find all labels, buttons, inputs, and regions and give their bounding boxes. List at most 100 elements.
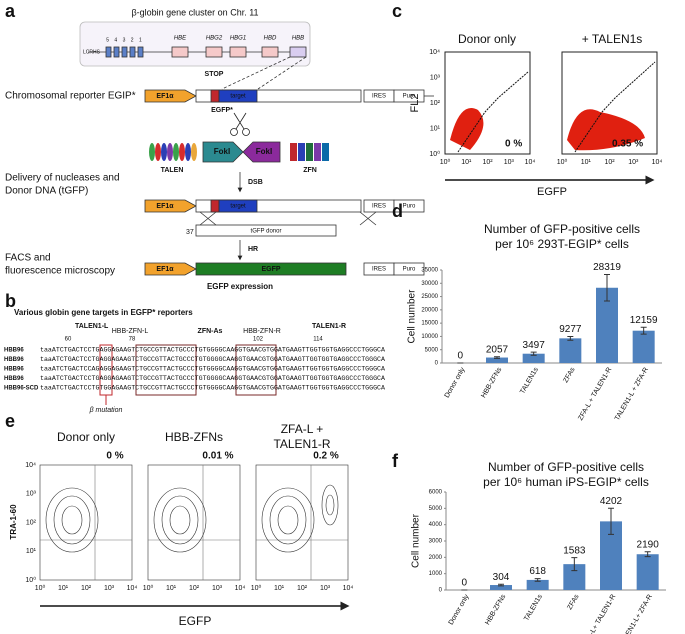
talen-repeats <box>149 143 197 161</box>
tick-label: 10² <box>297 585 308 592</box>
x-tick-label: TALEN1s <box>519 366 540 395</box>
scissors <box>230 112 250 136</box>
position-label: 37 <box>186 229 194 236</box>
flow-plot <box>39 464 133 581</box>
zfn-box <box>135 344 197 396</box>
site-label: HBB-ZFN-R <box>243 328 281 335</box>
ires-label: IRES <box>372 94 386 100</box>
percent-label: 0.35 % <box>612 139 643 150</box>
row-name: HBB96 <box>4 376 24 382</box>
tick-label: 10⁴ <box>235 585 246 592</box>
target-box <box>218 199 258 213</box>
row-name: HBB96-SCD <box>4 386 39 392</box>
gate <box>574 61 656 153</box>
tick-label: 10³ <box>212 585 223 592</box>
tick-label: 10² <box>26 519 37 526</box>
puro-label: Puro <box>403 94 416 100</box>
x-tick-label: Donor only <box>448 593 471 626</box>
position-number: 114 <box>313 337 323 343</box>
chart-title: Number of GFP-positive cells <box>484 222 640 236</box>
flow-plot <box>255 464 349 581</box>
error-bar <box>608 507 614 535</box>
egfp-star: EGFP* <box>211 107 233 114</box>
step-label: Delivery of nucleases and <box>5 173 120 184</box>
y-tick-label: 5000 <box>429 506 443 512</box>
foki <box>242 141 281 163</box>
y-tick-label: 10000 <box>421 334 438 340</box>
contours <box>45 484 339 553</box>
x-tick-label: ZFA-L + TALEN1-R <box>577 366 613 421</box>
hs-sites <box>105 46 144 58</box>
error-bar <box>534 578 541 582</box>
target-label: target <box>230 94 246 100</box>
tick-label: 10² <box>482 159 493 166</box>
bar <box>486 357 508 363</box>
bar <box>596 287 618 363</box>
bar <box>526 579 549 590</box>
error-bar <box>498 583 504 587</box>
x-tick-label: HBB-ZFNs <box>484 593 507 626</box>
gene-label: HBG1 <box>230 36 246 42</box>
foki-label: FokI <box>214 147 230 156</box>
tick-label: 10³ <box>104 585 115 592</box>
percent-label: 0.2 % <box>313 451 339 462</box>
zfn-label: ZFN <box>303 167 317 174</box>
row-name: HBB96 <box>4 348 24 354</box>
promoter-label: EF1α <box>156 203 174 210</box>
gene-label: HBG2 <box>206 36 223 42</box>
position-number: 102 <box>253 337 264 343</box>
stop-codon <box>210 89 220 103</box>
x-tick-label: ZFA-L+ TALEN1-R <box>582 593 617 634</box>
tick-label: 10⁰ <box>251 584 262 592</box>
tick-label: 10⁰ <box>25 576 36 584</box>
error-bar <box>567 335 574 341</box>
tick-label: 10² <box>430 100 441 107</box>
value-label: 28319 <box>593 262 621 273</box>
target-label: target <box>230 204 246 210</box>
panel-letter: e <box>5 411 15 431</box>
tick-label: 10¹ <box>166 585 177 592</box>
value-label: 0 <box>458 351 464 362</box>
condition-title: HBB-ZFNs <box>165 430 223 444</box>
error-bar <box>571 557 578 572</box>
step-label: Donor DNA (tGFP) <box>5 186 88 197</box>
position-number: 60 <box>65 337 72 343</box>
stop-label: STOP <box>205 71 224 78</box>
egfp-label: EGFP <box>261 266 280 273</box>
zfn-box <box>235 344 277 396</box>
panel-a-art <box>79 21 434 276</box>
tick-label: 10³ <box>320 585 331 592</box>
x-tick-label: HBB-ZFNs <box>480 366 503 399</box>
value-label: 0 <box>462 578 468 589</box>
promoter-label: EF1α <box>156 93 174 100</box>
percent-label: 0 % <box>505 139 522 150</box>
bar <box>632 330 655 363</box>
tick-label: 10¹ <box>430 125 441 132</box>
panel-e-art <box>39 464 350 611</box>
hs-sites: 5 4 3 2 1 <box>106 37 143 43</box>
y-axis-title: Cell number <box>407 289 418 344</box>
step-label: FACS and <box>5 253 51 264</box>
tick-label: 10⁰ <box>440 158 451 166</box>
tick-label: 10³ <box>26 491 37 498</box>
puro-box <box>393 199 425 213</box>
tick-label: 10³ <box>628 159 639 166</box>
value-label: 12159 <box>630 315 658 326</box>
tick-label: 10⁰ <box>557 158 568 166</box>
position-number: 78 <box>129 337 136 343</box>
tick-label: 10⁴ <box>525 159 536 166</box>
ires-label: IRES <box>372 204 386 210</box>
chart-title: per 10⁶ 293T-EGIP* cells <box>495 237 629 251</box>
cell-cloud <box>450 108 484 150</box>
panel-letter: a <box>5 1 16 21</box>
y-axis-title: Cell number <box>411 513 422 568</box>
gene-label: HBB <box>292 36 304 42</box>
zoom-line <box>221 56 291 90</box>
cell-cloud <box>567 109 645 151</box>
mutation-label: β mutation <box>89 407 123 414</box>
sequence: taaATCTGACTCCTGAGGAGAAGTCTGCCGTTACTGCCCT… <box>40 375 385 382</box>
y-tick-label: 2000 <box>429 555 443 561</box>
sequence: taaATCTGACTCCTGAGGAGAAGTCTGCCGTTACTGCCCT… <box>40 347 385 354</box>
percent-label: 0 % <box>106 451 123 462</box>
